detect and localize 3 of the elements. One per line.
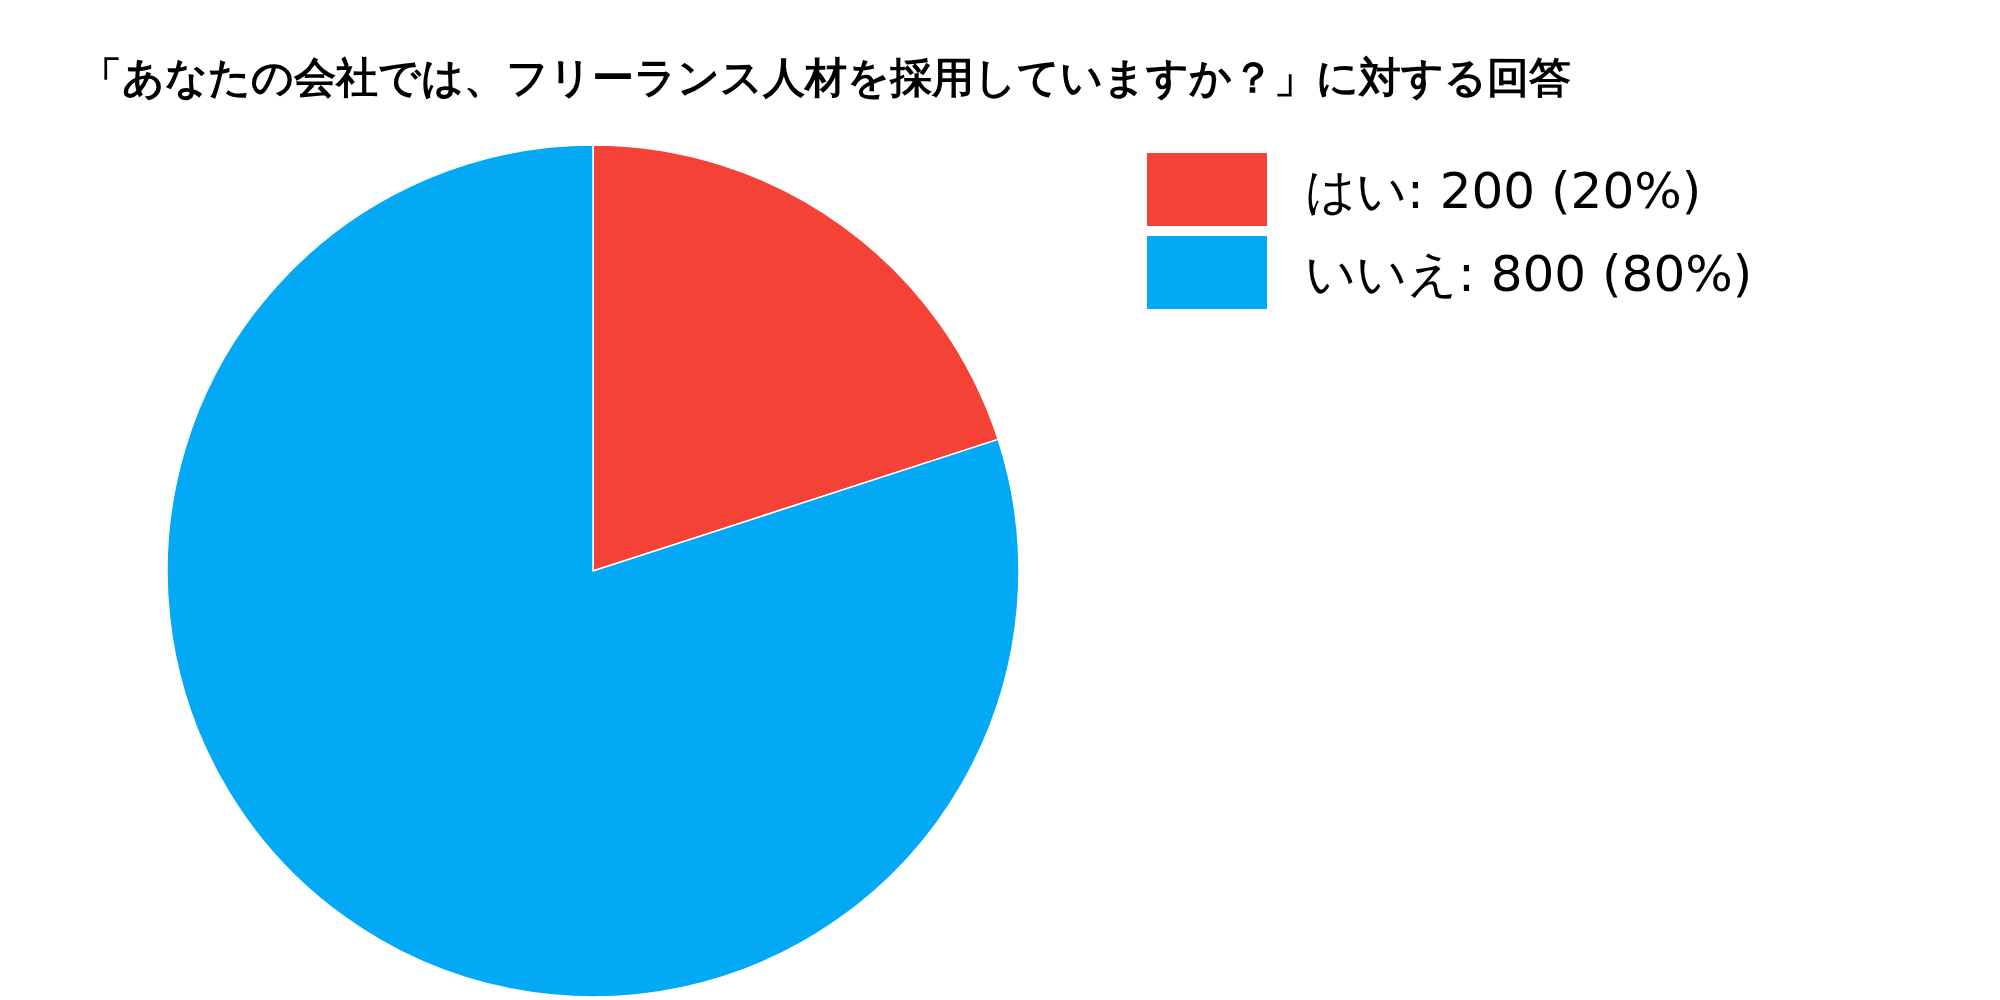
chart-title: 「あなたの会社では、フリーランス人材を採用していますか？」に対する回答 [80, 53, 1571, 102]
legend-label: はい: 200 (20%) [1305, 162, 1702, 220]
legend-label: いいえ: 800 (80%) [1305, 245, 1753, 303]
